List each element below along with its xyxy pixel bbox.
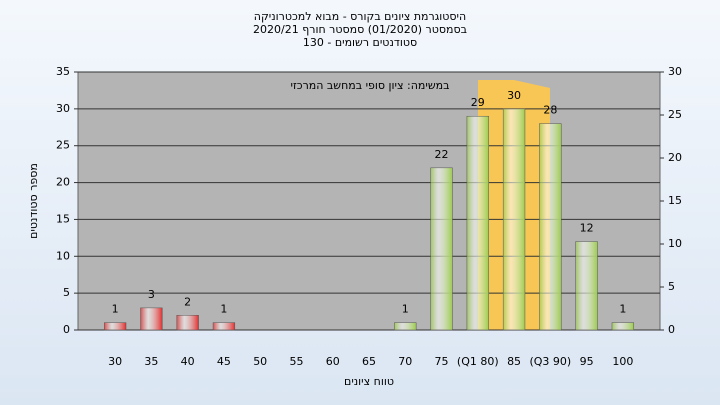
y2-tick-label: 5 — [668, 280, 675, 293]
x-tick-label: 55 — [289, 355, 303, 368]
y2-tick-label: 25 — [668, 108, 682, 121]
y2-tick-label: 10 — [668, 237, 682, 250]
bar — [611, 322, 634, 331]
y2-tick-label: 30 — [668, 65, 682, 78]
data-label: 12 — [580, 222, 594, 235]
data-label: 1 — [619, 303, 626, 316]
y2-tick-label: 20 — [668, 151, 682, 164]
data-label: 28 — [543, 104, 557, 117]
y-axis-label: מספר סטודנטים — [27, 163, 40, 239]
y-tick-label: 30 — [56, 102, 70, 115]
y2-tick-label: 0 — [668, 323, 675, 336]
data-label: 1 — [220, 303, 227, 316]
x-tick-label: 65 — [362, 355, 376, 368]
x-tick-label: 75 — [435, 355, 449, 368]
bar — [176, 315, 199, 331]
bar — [140, 307, 163, 331]
y-tick-label: 35 — [56, 65, 70, 78]
x-tick-label: 60 — [326, 355, 340, 368]
x-tick-label: 45 — [217, 355, 231, 368]
x-tick-label: 50 — [253, 355, 267, 368]
bar — [212, 322, 236, 331]
x-tick-label: 100 — [612, 355, 633, 368]
x-tick-label: (Q3 90) — [529, 355, 571, 368]
chart-subtitle: סטודנטים רשומים - 130 — [303, 36, 417, 49]
data-label: 29 — [471, 96, 485, 109]
y-tick-label: 5 — [63, 286, 70, 299]
y-tick-label: 25 — [56, 139, 70, 152]
x-tick-label: 40 — [181, 355, 195, 368]
x-tick-label: 30 — [108, 355, 122, 368]
data-label: 30 — [507, 89, 521, 102]
x-tick-label: 85 — [507, 355, 521, 368]
x-axis-label: טווח ציונים — [344, 375, 394, 388]
bar — [575, 241, 598, 331]
data-label: 1 — [112, 303, 119, 316]
y-tick-label: 20 — [56, 176, 70, 189]
bar — [539, 123, 562, 331]
data-label: 3 — [148, 288, 155, 301]
x-tick-label: 95 — [580, 355, 594, 368]
y-tick-label: 10 — [56, 249, 70, 262]
bar — [502, 108, 526, 331]
plot-area — [77, 71, 661, 331]
bar — [430, 167, 453, 331]
y2-tick-label: 15 — [668, 194, 682, 207]
y-tick-label: 0 — [63, 323, 70, 336]
data-label: 2 — [184, 295, 191, 308]
bar — [394, 322, 417, 331]
bar — [466, 115, 489, 331]
bar — [104, 322, 127, 331]
x-tick-label: 70 — [398, 355, 412, 368]
data-label: 1 — [402, 303, 409, 316]
data-label: 22 — [435, 148, 449, 161]
y-tick-label: 15 — [56, 212, 70, 225]
chart-subtitle: בסמסטר (01/2020) סמסטר חורף 2020/21 — [253, 23, 467, 36]
chart-title: היסטוגרמת ציונים בקורס - מבוא למכטרוניקה — [254, 10, 466, 23]
x-tick-label: 35 — [144, 355, 158, 368]
annotation: במשימה: ציון סופי במחשב המרכזי — [290, 79, 449, 92]
x-tick-label: (Q1 80) — [457, 355, 499, 368]
